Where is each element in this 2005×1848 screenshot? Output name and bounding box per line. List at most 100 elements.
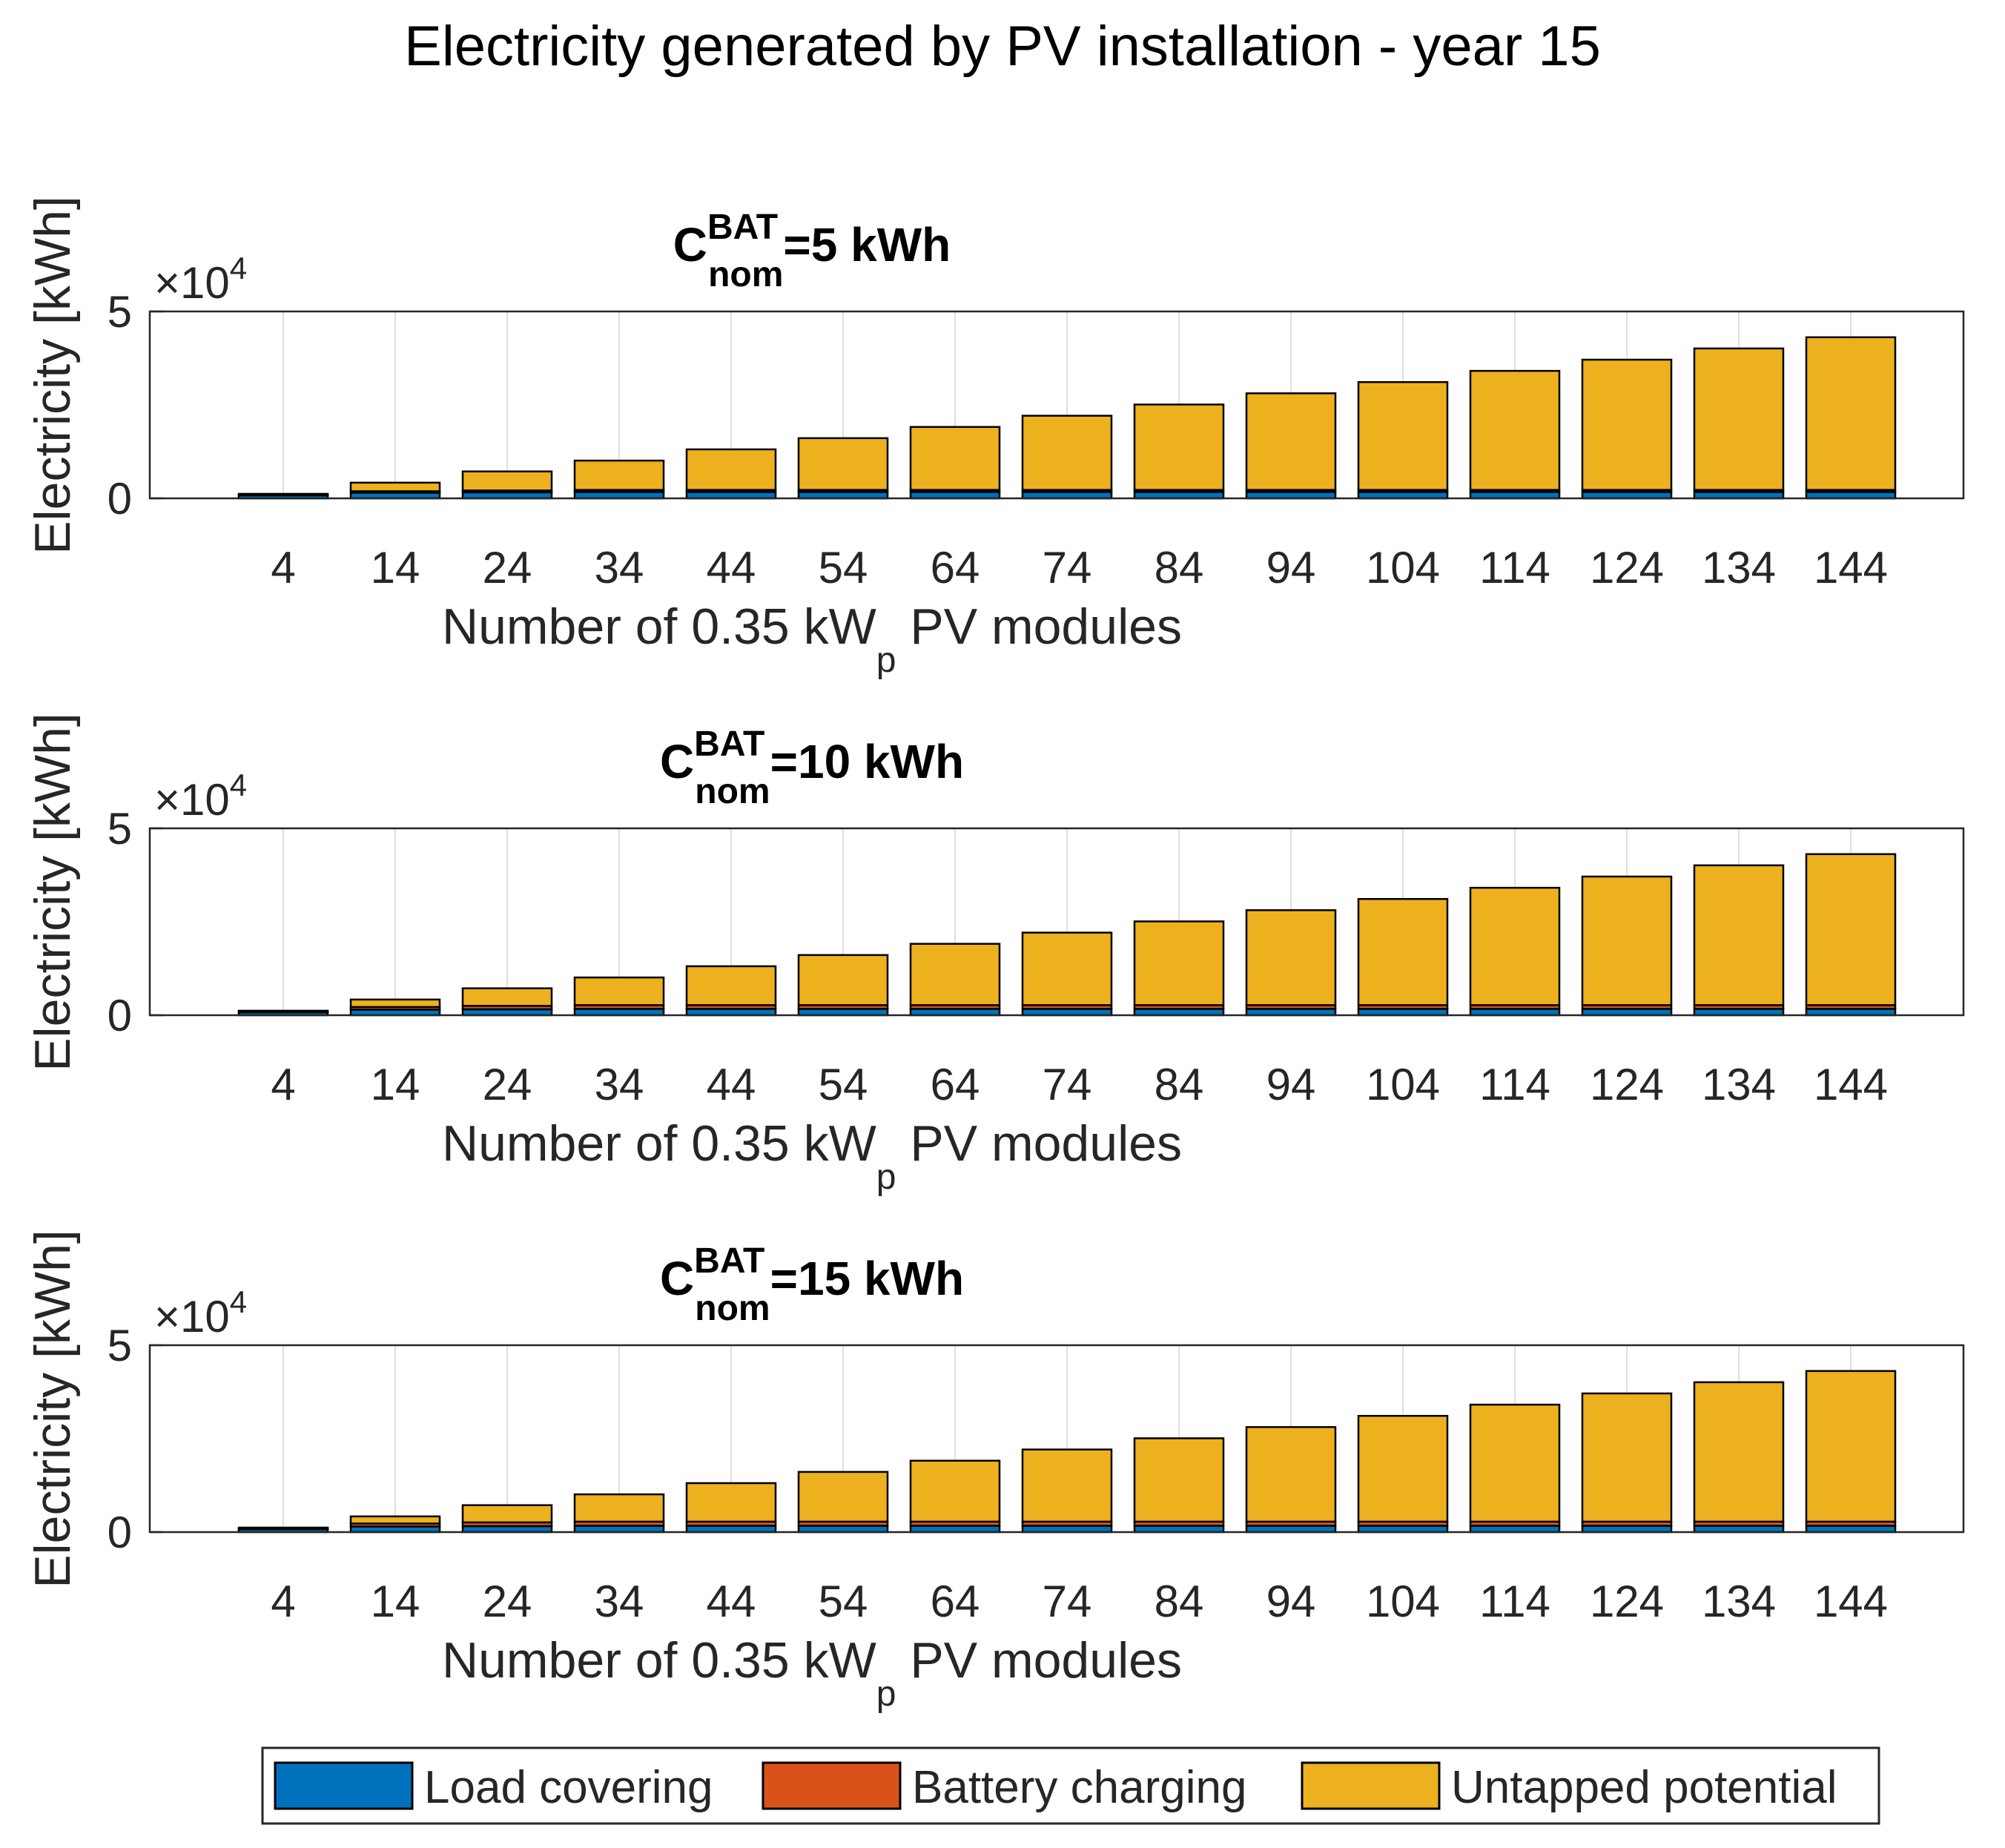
bar-load-covering-64 xyxy=(909,491,1001,500)
legend-box xyxy=(261,1746,1880,1825)
bar-untapped-potential-64 xyxy=(909,1459,1001,1523)
bar-load-covering-54 xyxy=(797,491,889,500)
bars xyxy=(237,853,1897,1017)
legend-swatch-untapped-potential xyxy=(1301,1761,1441,1810)
x-tick-label: 84 xyxy=(1155,1060,1204,1109)
x-tick-label: 44 xyxy=(707,1577,756,1626)
axes-box xyxy=(148,827,1965,1017)
bar-load-covering-44 xyxy=(685,1525,777,1534)
bar-load-covering-74 xyxy=(1021,1525,1113,1534)
bar-untapped-potential-124 xyxy=(1581,358,1673,491)
bar-untapped-potential-44 xyxy=(685,1482,777,1523)
subplot-title: CBAT nom=15 kWh xyxy=(660,1241,964,1328)
bar-load-covering-104 xyxy=(1357,491,1449,500)
y-tick-label: 5 xyxy=(108,804,132,854)
x-tick-label: 64 xyxy=(931,1577,980,1626)
figure-title: Electricity generated by PV installation… xyxy=(404,15,1601,78)
legend-swatch-load-covering xyxy=(274,1761,414,1810)
bar-load-covering-114 xyxy=(1469,491,1561,500)
bar-untapped-potential-84 xyxy=(1133,920,1225,1006)
bar-load-covering-134 xyxy=(1693,1525,1785,1534)
bar-untapped-potential-4 xyxy=(237,492,329,496)
x-tick-label: 134 xyxy=(1702,1577,1776,1626)
bar-untapped-potential-114 xyxy=(1469,1403,1561,1523)
bar-untapped-potential-24 xyxy=(461,1504,553,1524)
bar-untapped-potential-54 xyxy=(797,954,889,1006)
x-tick-label: 44 xyxy=(707,543,756,593)
x-tick-label: 14 xyxy=(371,543,420,593)
x-tick-label: 124 xyxy=(1590,543,1664,593)
bar-load-covering-54 xyxy=(797,1525,889,1534)
axes-box xyxy=(148,310,1965,500)
bar-untapped-potential-34 xyxy=(573,459,665,491)
bar-load-covering-114 xyxy=(1469,1525,1561,1534)
bar-untapped-potential-14 xyxy=(349,998,441,1009)
x-axis-label: Number of 0.35 kWp PV modules xyxy=(442,1632,1182,1714)
x-tick-label: 54 xyxy=(819,543,868,593)
x-tick-label: 24 xyxy=(483,1060,532,1109)
x-tick-label: 14 xyxy=(371,1060,420,1109)
bar-untapped-potential-144 xyxy=(1805,1370,1897,1523)
bars xyxy=(237,336,1897,500)
x-tick-label: 94 xyxy=(1266,1060,1316,1109)
y-axis-label: Electricity [kWh] xyxy=(24,196,81,555)
bar-untapped-potential-74 xyxy=(1021,415,1113,491)
bar-untapped-potential-144 xyxy=(1805,853,1897,1006)
x-tick-label: 144 xyxy=(1814,1577,1888,1626)
x-axis-label: Number of 0.35 kWp PV modules xyxy=(442,598,1182,680)
bar-untapped-potential-34 xyxy=(573,976,665,1006)
x-tick-label: 134 xyxy=(1702,543,1776,593)
x-tick-label: 104 xyxy=(1366,1577,1440,1626)
x-tick-label: 114 xyxy=(1479,543,1550,593)
bar-untapped-potential-144 xyxy=(1805,336,1897,491)
bar-untapped-potential-54 xyxy=(797,437,889,491)
x-tick-label: 34 xyxy=(595,543,644,593)
legend-label-untapped-potential: Untapped potential xyxy=(1451,1762,1837,1813)
bar-load-covering-64 xyxy=(909,1525,1001,1534)
bar-load-covering-84 xyxy=(1133,1525,1225,1534)
y-exponent-label: ×104 xyxy=(154,251,247,308)
bar-untapped-potential-14 xyxy=(349,481,441,492)
bar-untapped-potential-24 xyxy=(461,470,553,492)
x-tick-label: 34 xyxy=(595,1577,644,1626)
bar-load-covering-64 xyxy=(909,1008,1001,1017)
x-axis-label: Number of 0.35 kWp PV modules xyxy=(442,1115,1182,1197)
bar-load-covering-34 xyxy=(573,1008,665,1017)
x-tick-label: 84 xyxy=(1155,1577,1204,1626)
x-tick-label: 44 xyxy=(707,1060,756,1109)
bar-load-covering-94 xyxy=(1245,1525,1337,1534)
y-tick-label: 5 xyxy=(108,1321,132,1370)
x-tick-label: 94 xyxy=(1266,1577,1316,1626)
bar-load-covering-74 xyxy=(1021,491,1113,500)
bar-untapped-potential-124 xyxy=(1581,875,1673,1006)
subplot-title: CBAT nom=5 kWh xyxy=(673,208,951,294)
bar-load-covering-144 xyxy=(1805,491,1897,500)
x-tick-label: 64 xyxy=(931,543,980,593)
bar-untapped-potential-74 xyxy=(1021,1448,1113,1523)
bar-load-covering-94 xyxy=(1245,1008,1337,1017)
bar-load-covering-124 xyxy=(1581,1525,1673,1534)
bar-load-covering-84 xyxy=(1133,491,1225,500)
x-tick-label: 114 xyxy=(1479,1060,1550,1109)
bar-untapped-potential-4 xyxy=(237,1009,329,1013)
bar-load-covering-144 xyxy=(1805,1525,1897,1534)
x-tick-label: 24 xyxy=(483,1577,532,1626)
y-tick-label: 0 xyxy=(108,474,132,524)
bar-untapped-potential-94 xyxy=(1245,392,1337,491)
y-tick-label: 5 xyxy=(108,287,132,337)
bars xyxy=(237,1370,1897,1534)
x-tick-label: 4 xyxy=(271,1577,295,1626)
bar-untapped-potential-54 xyxy=(797,1471,889,1523)
bar-untapped-potential-104 xyxy=(1357,898,1449,1006)
bar-untapped-potential-44 xyxy=(685,448,777,491)
bar-untapped-potential-124 xyxy=(1581,1392,1673,1523)
x-tick-label: 54 xyxy=(819,1577,868,1626)
x-tick-label: 54 xyxy=(819,1060,868,1109)
x-tick-label: 84 xyxy=(1155,543,1204,593)
bar-untapped-potential-134 xyxy=(1693,1381,1785,1523)
x-tick-label: 74 xyxy=(1043,543,1092,593)
x-tick-label: 4 xyxy=(271,543,295,593)
bar-untapped-potential-134 xyxy=(1693,347,1785,491)
bar-load-covering-134 xyxy=(1693,491,1785,500)
